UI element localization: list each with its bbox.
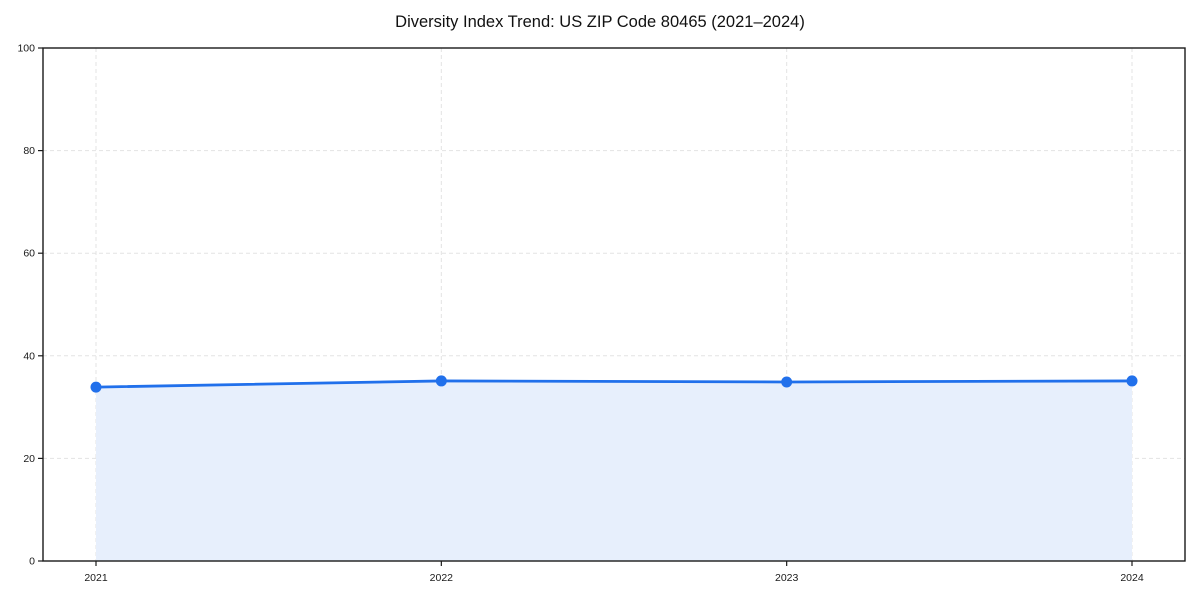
chart-title: Diversity Index Trend: US ZIP Code 80465… <box>395 13 805 31</box>
data-point-2021 <box>90 381 102 393</box>
y-tick-label: 60 <box>23 248 35 260</box>
x-tick-label: 2021 <box>84 572 108 584</box>
x-tick-label: 2023 <box>775 572 799 584</box>
x-tick-label: 2024 <box>1120 572 1144 584</box>
trend-line <box>94 379 1134 389</box>
data-point-2024 <box>1126 375 1138 387</box>
y-tick-label: 0 <box>29 556 35 568</box>
y-tick-label: 80 <box>23 145 35 157</box>
data-point-2022 <box>435 375 447 387</box>
y-tick-label: 40 <box>23 350 35 362</box>
area-fill <box>96 380 1132 561</box>
axis-frame <box>42 47 1186 562</box>
y-tick-label: 20 <box>23 453 35 465</box>
data-point-2023 <box>781 376 793 388</box>
y-tick-label: 100 <box>17 43 35 55</box>
x-tick-label: 2022 <box>430 572 454 584</box>
